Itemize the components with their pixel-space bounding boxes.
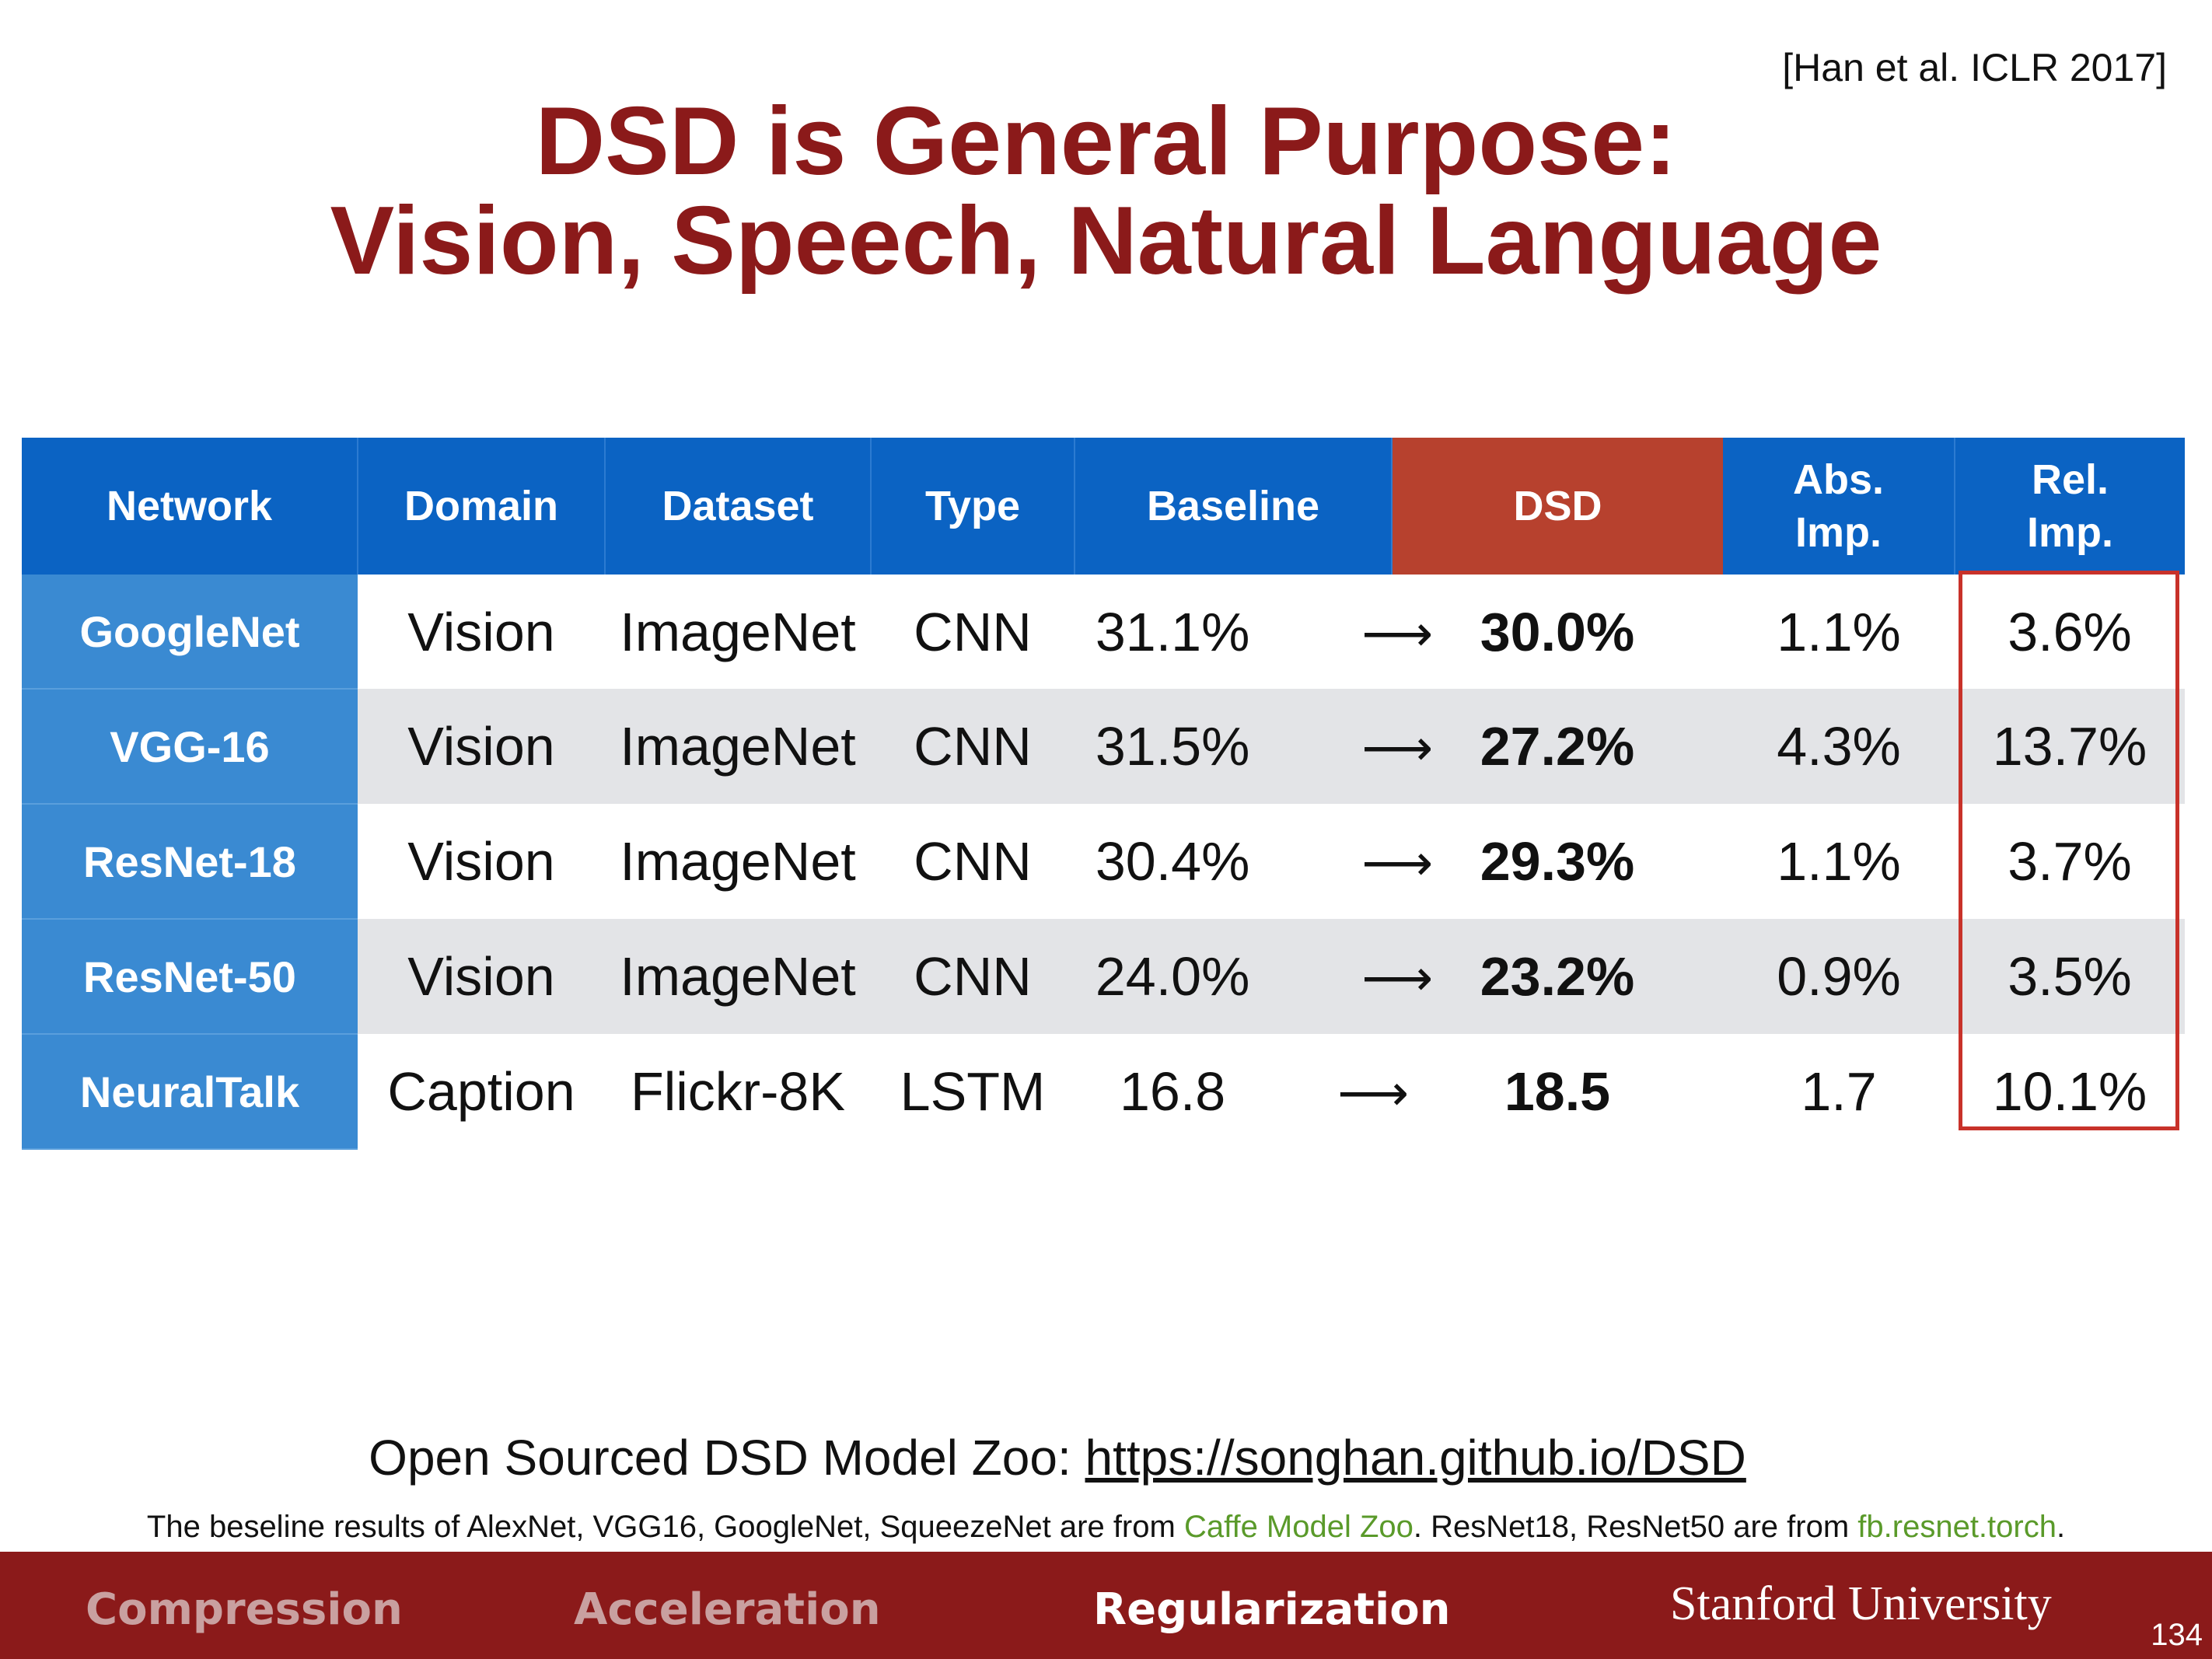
footnote-part-1: The beseline results of AlexNet, VGG16, … — [146, 1510, 1184, 1544]
header-rel-line2: Imp. — [2026, 509, 2113, 556]
footer-tab-compression: Compression — [86, 1584, 403, 1635]
cell-dataset: Flickr-8K — [630, 1061, 846, 1122]
cell-dsd: 23.2% — [1392, 919, 1723, 1034]
cell-domain: Vision — [407, 831, 555, 892]
cell-network: NeuralTalk — [22, 1034, 358, 1150]
header-network: Network — [22, 438, 358, 575]
footer-tab-acceleration: Acceleration — [574, 1584, 881, 1635]
header-dsd: DSD — [1392, 438, 1723, 575]
table-row: VGG-16 Vision ImageNet CNN 31.5% ⟶ 27.2% … — [22, 689, 2185, 805]
model-zoo-label: Open Sourced DSD Model Zoo: — [369, 1430, 1085, 1486]
cell-abs-imp: 4.3% — [1723, 689, 1955, 804]
baseline-value: 31.1% — [1095, 601, 1250, 662]
header-domain: Domain — [358, 438, 606, 575]
cell-network: VGG-16 — [22, 689, 358, 805]
cell-dsd: 18.5 — [1504, 1061, 1611, 1122]
cell-domain: Vision — [358, 689, 605, 804]
cell-dsd: 27.2% — [1392, 689, 1723, 804]
cell-baseline: 31.1% ⟶ — [1075, 575, 1433, 689]
arrow-icon: ⟶ — [1361, 605, 1434, 662]
cell-abs-imp: 1.7 — [1801, 1061, 1877, 1122]
table-row: GoogleNet Vision ImageNet CNN 31.1% ⟶ 30.… — [22, 575, 2185, 690]
arrow-icon: ⟶ — [1337, 1065, 1409, 1121]
cell-baseline: 30.4% ⟶ — [1075, 804, 1433, 919]
cell-dsd: 29.3% — [1480, 831, 1635, 892]
cell-abs-imp: 1.1% — [1777, 601, 1901, 662]
slide-title: DSD is General Purpose: Vision, Speech, … — [0, 92, 2212, 291]
cell-abs-imp: 1.1% — [1777, 831, 1901, 892]
table-row: ResNet-50 Vision ImageNet CNN 24.0% ⟶ 23.… — [22, 919, 2185, 1035]
cell-domain: Vision — [407, 601, 555, 662]
rel-imp-highlight-box — [1959, 571, 2179, 1130]
caffe-model-zoo-link[interactable]: Caffe Model Zoo — [1183, 1510, 1414, 1544]
title-line-1: DSD is General Purpose: — [535, 88, 1677, 195]
footnote: The beseline results of AlexNet, VGG16, … — [0, 1510, 2212, 1545]
footnote-part-3: . — [2056, 1510, 2066, 1544]
baseline-value: 30.4% — [1095, 831, 1250, 892]
cell-network: ResNet-18 — [22, 804, 358, 920]
header-baseline: Baseline — [1075, 438, 1393, 575]
cell-dataset: ImageNet — [620, 601, 856, 662]
arrow-icon: ⟶ — [1361, 950, 1434, 1006]
baseline-value: 31.5% — [1095, 716, 1250, 777]
cell-type: CNN — [871, 919, 1075, 1034]
cell-dsd: 30.0% — [1480, 601, 1635, 662]
footer-tab-regularization: Regularization — [1093, 1584, 1451, 1635]
cell-type: CNN — [914, 601, 1032, 662]
stanford-logo: Stanford University — [1670, 1577, 2052, 1630]
results-table: Network Domain Dataset Type Baseline DSD… — [22, 438, 2185, 1150]
model-zoo-link[interactable]: https://songhan.github.io/DSD — [1085, 1430, 1746, 1486]
cell-dataset: ImageNet — [605, 919, 871, 1034]
baseline-value: 16.8 — [1120, 1061, 1226, 1122]
header-rel-imp: Rel. Imp. — [1955, 438, 2185, 575]
cell-rel-imp: 3.5% — [1955, 919, 2185, 1034]
cell-baseline: 24.0% ⟶ — [1075, 919, 1433, 1034]
table-header-row: Network Domain Dataset Type Baseline DSD… — [22, 438, 2185, 575]
header-dataset: Dataset — [605, 438, 872, 575]
baseline-value: 24.0% — [1095, 946, 1250, 1007]
cell-baseline: 16.8 ⟶ — [1075, 1034, 1409, 1149]
arrow-icon: ⟶ — [1361, 835, 1434, 891]
footer-bar: Compression Acceleration Regularization … — [0, 1552, 2212, 1659]
table-row: ResNet-18 Vision ImageNet CNN 30.4% ⟶ 29.… — [22, 804, 2185, 920]
header-abs-imp: Abs. Imp. — [1723, 438, 1955, 575]
header-abs-line2: Imp. — [1794, 509, 1882, 556]
cell-domain: Vision — [358, 919, 605, 1034]
cell-dataset: ImageNet — [605, 689, 871, 804]
cell-rel-imp: 3.6% — [2008, 601, 2132, 662]
title-line-2: Vision, Speech, Natural Language — [330, 187, 1882, 295]
cell-type: LSTM — [900, 1061, 1046, 1122]
arrow-icon: ⟶ — [1361, 720, 1434, 776]
cell-dataset: ImageNet — [620, 831, 856, 892]
citation: [Han et al. ICLR 2017] — [1782, 46, 2167, 89]
cell-network: GoogleNet — [22, 575, 358, 690]
footnote-part-2: . ResNet18, ResNet50 are from — [1413, 1510, 1858, 1544]
cell-abs-imp: 0.9% — [1723, 919, 1955, 1034]
model-zoo-line: Open Sourced DSD Model Zoo: https://song… — [0, 1429, 2115, 1486]
header-rel-line1: Rel. — [2031, 456, 2109, 503]
table-row: NeuralTalk Caption Flickr-8K LSTM 16.8 ⟶ … — [22, 1034, 2185, 1150]
cell-type: CNN — [871, 689, 1075, 804]
page-number: 134 — [2151, 1618, 2203, 1652]
cell-baseline: 31.5% ⟶ — [1075, 689, 1433, 804]
cell-network: ResNet-50 — [22, 919, 358, 1035]
cell-type: CNN — [914, 831, 1032, 892]
cell-rel-imp: 10.1% — [1992, 1061, 2147, 1122]
cell-rel-imp: 13.7% — [1955, 689, 2185, 804]
cell-domain: Caption — [387, 1061, 575, 1122]
fb-resnet-torch-link[interactable]: fb.resnet.torch — [1857, 1510, 2056, 1544]
header-abs-line1: Abs. — [1792, 456, 1885, 503]
header-type: Type — [871, 438, 1075, 575]
cell-rel-imp: 3.7% — [2008, 831, 2132, 892]
